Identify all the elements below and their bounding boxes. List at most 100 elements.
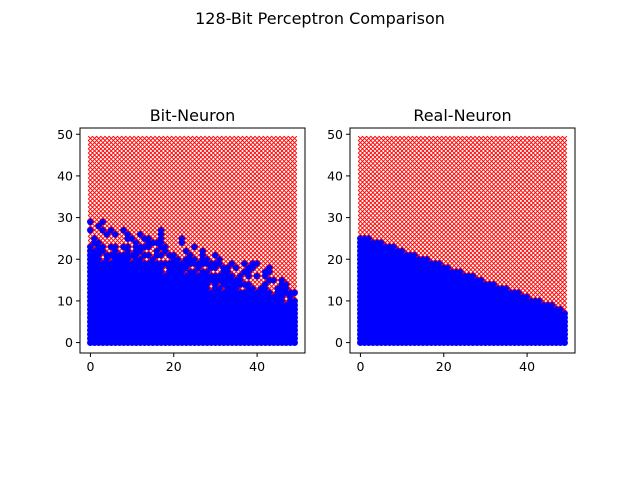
point-class-x — [378, 214, 384, 221]
point-class-x — [420, 227, 426, 233]
point-class-x — [395, 164, 401, 171]
point-class-x — [482, 189, 489, 196]
point-class-x — [258, 198, 264, 204]
point-class-x — [216, 135, 223, 142]
point-class-x — [532, 214, 539, 221]
point-class-x — [520, 160, 526, 167]
point-class-x — [237, 248, 244, 254]
point-class-x — [291, 152, 298, 158]
point-class-x — [516, 273, 522, 279]
point-class-x — [436, 189, 443, 196]
point-class-x — [162, 202, 169, 208]
point-class-x — [391, 144, 397, 150]
point-class-x — [541, 289, 547, 296]
point-class-x — [478, 260, 484, 267]
point-class-x — [549, 285, 555, 292]
point-class-x — [428, 235, 434, 242]
point-class-x — [545, 281, 551, 287]
point-class-x — [221, 248, 227, 254]
point-class-x — [216, 173, 223, 179]
point-class-x — [221, 206, 227, 212]
point-class-x — [495, 173, 501, 179]
point-class-x — [241, 256, 248, 262]
point-class-x — [420, 185, 426, 192]
point-class-x — [91, 152, 98, 158]
point-class-x — [511, 277, 518, 283]
x-tick-label: 40 — [249, 359, 265, 374]
point-class-x — [541, 285, 547, 292]
point-class-x — [486, 194, 493, 200]
point-class-x — [457, 260, 464, 267]
point-class-x — [424, 223, 430, 229]
point-class-x — [524, 269, 530, 275]
point-class-x — [216, 144, 223, 150]
point-class-x — [129, 169, 135, 175]
point-class-x — [216, 194, 223, 200]
point-class-x — [121, 210, 127, 217]
point-class-x — [386, 156, 393, 162]
point-class-x — [507, 223, 514, 229]
point-class-x — [162, 173, 169, 179]
point-class-x — [104, 156, 110, 162]
point-class-x — [141, 227, 148, 233]
point-class-x — [441, 164, 447, 171]
point-class-x — [441, 206, 447, 212]
point-class-x — [474, 198, 480, 204]
point-class-x — [561, 294, 568, 300]
point-class-x — [87, 160, 94, 167]
point-class-x — [470, 214, 476, 221]
point-class-x — [532, 148, 539, 154]
point-class-x — [553, 144, 559, 150]
point-class-x — [179, 198, 185, 204]
point-class-x — [87, 194, 94, 200]
point-class-x — [112, 223, 119, 229]
point-class-x — [104, 248, 110, 254]
point-class-x — [175, 219, 181, 225]
point-class-x — [395, 177, 401, 183]
point-class-x — [557, 202, 564, 208]
point-class-x — [416, 231, 422, 237]
point-class-x — [254, 135, 260, 142]
point-class-x — [491, 156, 497, 162]
point-class-x — [357, 231, 364, 237]
point-class-x — [229, 181, 235, 187]
point-class-x — [499, 256, 505, 262]
point-class-x — [112, 164, 119, 171]
point-class-x — [520, 239, 526, 246]
point-class-x — [382, 144, 389, 150]
point-class-x — [561, 289, 568, 296]
point-class-x — [507, 139, 514, 146]
point-class-x — [524, 235, 530, 242]
point-class-x — [453, 169, 459, 175]
point-class-x — [466, 144, 472, 150]
point-class-x — [541, 173, 547, 179]
point-class-x — [420, 139, 426, 146]
point-class-x — [453, 223, 459, 229]
point-class-x — [528, 252, 534, 258]
point-class-x — [391, 235, 397, 242]
point-class-x — [246, 148, 252, 154]
point-class-x — [557, 223, 564, 229]
point-class-x — [441, 210, 447, 217]
point-class-x — [291, 235, 298, 242]
point-class-x — [357, 198, 364, 204]
point-class-x — [536, 244, 543, 250]
point-class-x — [133, 177, 139, 183]
point-class-x — [158, 156, 164, 162]
point-class-x — [225, 248, 231, 254]
point-class-x — [474, 248, 480, 254]
point-class-x — [528, 285, 534, 292]
point-class-x — [237, 206, 244, 212]
point-class-x — [549, 135, 555, 142]
point-class-x — [424, 185, 430, 192]
point-class-x — [162, 135, 169, 142]
point-class-x — [549, 252, 555, 258]
point-class-x — [441, 148, 447, 154]
point-class-x — [499, 202, 505, 208]
point-class-x — [266, 152, 273, 158]
point-class-x — [466, 160, 472, 167]
point-class-x — [495, 273, 501, 279]
point-class-x — [541, 144, 547, 150]
point-class-x — [532, 273, 539, 279]
point-class-x — [553, 206, 559, 212]
